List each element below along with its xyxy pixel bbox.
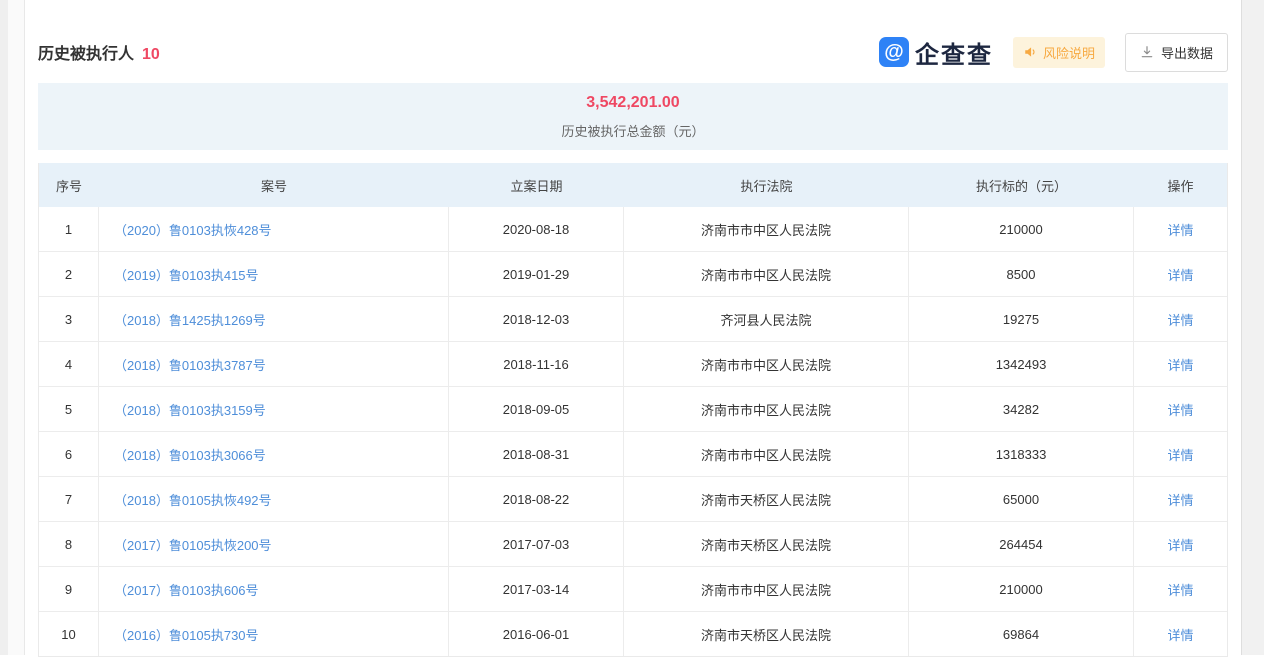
case-number-link[interactable]: （2016）鲁0105执730号	[114, 627, 259, 643]
detail-link[interactable]: 详情	[1167, 222, 1194, 238]
execution-amount: 210000	[909, 567, 1134, 611]
row-index: 10	[39, 612, 99, 656]
detail-link[interactable]: 详情	[1167, 627, 1194, 643]
detail-link[interactable]: 详情	[1167, 537, 1194, 553]
window-left-edge	[0, 0, 8, 655]
row-index: 7	[39, 477, 99, 521]
detail-link[interactable]: 详情	[1167, 312, 1194, 328]
court-name: 齐河县人民法院	[624, 297, 909, 341]
table-row: 7 （2018）鲁0105执恢492号 2018-08-22 济南市天桥区人民法…	[39, 476, 1227, 521]
detail-link[interactable]: 详情	[1167, 267, 1194, 283]
detail-link[interactable]: 详情	[1167, 492, 1194, 508]
qichacha-logo-icon: @	[878, 37, 909, 67]
court-name: 济南市天桥区人民法院	[624, 522, 909, 566]
scrollbar-track[interactable]	[1241, 0, 1264, 655]
detail-link[interactable]: 详情	[1167, 402, 1194, 418]
court-name: 济南市市中区人民法院	[624, 387, 909, 431]
case-number-link[interactable]: （2018）鲁0105执恢492号	[114, 492, 272, 508]
risk-explanation-button[interactable]: 风险说明	[1012, 36, 1105, 68]
execution-amount: 19275	[909, 297, 1134, 341]
court-name: 济南市市中区人民法院	[624, 252, 909, 296]
export-data-button[interactable]: 导出数据	[1124, 32, 1228, 72]
table-row: 8 （2017）鲁0105执恢200号 2017-07-03 济南市天桥区人民法…	[39, 521, 1227, 566]
execution-amount: 1342493	[909, 342, 1134, 386]
qichacha-logo-text: 企查查	[914, 41, 993, 69]
col-header-action: 操作	[1167, 178, 1194, 194]
export-data-label: 导出数据	[1160, 45, 1213, 61]
col-header-seq: 序号	[55, 178, 82, 194]
filing-date: 2017-07-03	[449, 522, 624, 566]
table-row: 1 （2020）鲁0103执恢428号 2020-08-18 济南市市中区人民法…	[39, 207, 1227, 251]
filing-date: 2019-01-29	[449, 252, 624, 296]
execution-amount: 210000	[909, 207, 1134, 251]
case-number-link[interactable]: （2018）鲁1425执1269号	[114, 312, 266, 328]
filing-date: 2018-08-22	[449, 477, 624, 521]
case-number-link[interactable]: （2017）鲁0105执恢200号	[114, 537, 272, 553]
speaker-icon	[1025, 47, 1035, 57]
execution-amount: 65000	[909, 477, 1134, 521]
case-number-link[interactable]: （2018）鲁0103执3066号	[114, 447, 266, 463]
filing-date: 2018-09-05	[449, 387, 624, 431]
total-amount-label: 历史被执行总金额（元）	[561, 123, 705, 139]
row-index: 9	[39, 567, 99, 611]
table-row: 9 （2017）鲁0103执606号 2017-03-14 济南市市中区人民法院…	[39, 566, 1227, 611]
table-row: 10 （2016）鲁0105执730号 2016-06-01 济南市天桥区人民法…	[39, 611, 1227, 656]
table-body: 1 （2020）鲁0103执恢428号 2020-08-18 济南市市中区人民法…	[39, 207, 1227, 656]
court-name: 济南市市中区人民法院	[624, 342, 909, 386]
table-row: 4 （2018）鲁0103执3787号 2018-11-16 济南市市中区人民法…	[39, 341, 1227, 386]
filing-date: 2018-08-31	[449, 432, 624, 476]
executed-persons-table: 序号 案号 立案日期 执行法院 执行标的（元） 操作 1 （2020）鲁0103…	[38, 163, 1228, 657]
court-name: 济南市市中区人民法院	[624, 207, 909, 251]
court-name: 济南市天桥区人民法院	[624, 612, 909, 656]
filing-date: 2018-12-03	[449, 297, 624, 341]
record-count-badge: 10	[142, 46, 160, 63]
row-index: 4	[39, 342, 99, 386]
table-row: 2 （2019）鲁0103执415号 2019-01-29 济南市市中区人民法院…	[39, 251, 1227, 296]
col-header-case: 案号	[260, 178, 287, 194]
col-header-date: 立案日期	[510, 178, 563, 194]
case-number-link[interactable]: （2018）鲁0103执3787号	[114, 357, 266, 373]
court-name: 济南市天桥区人民法院	[624, 477, 909, 521]
execution-amount: 1318333	[909, 432, 1134, 476]
table-row: 3 （2018）鲁1425执1269号 2018-12-03 齐河县人民法院 1…	[39, 296, 1227, 341]
case-number-link[interactable]: （2020）鲁0103执恢428号	[114, 222, 272, 238]
row-index: 1	[39, 207, 99, 251]
row-index: 2	[39, 252, 99, 296]
filing-date: 2016-06-01	[449, 612, 624, 656]
col-header-court: 执行法院	[740, 178, 793, 194]
page-left-gutter	[8, 0, 25, 655]
section-header: 历史被执行人 10 @ 企查查 风险说明 导出数据	[38, 32, 1228, 72]
risk-explanation-label: 风险说明	[1042, 45, 1095, 61]
execution-amount: 69864	[909, 612, 1134, 656]
execution-amount: 34282	[909, 387, 1134, 431]
execution-amount: 8500	[909, 252, 1134, 296]
table-row: 6 （2018）鲁0103执3066号 2018-08-31 济南市市中区人民法…	[39, 431, 1227, 476]
row-index: 8	[39, 522, 99, 566]
filing-date: 2018-11-16	[449, 342, 624, 386]
main-panel: 历史被执行人 10 @ 企查查 风险说明 导出数据	[25, 0, 1241, 657]
filing-date: 2020-08-18	[449, 207, 624, 251]
download-icon	[1141, 46, 1153, 58]
detail-link[interactable]: 详情	[1167, 582, 1194, 598]
court-name: 济南市市中区人民法院	[624, 432, 909, 476]
row-index: 5	[39, 387, 99, 431]
case-number-link[interactable]: （2018）鲁0103执3159号	[114, 402, 266, 418]
summary-banner: 3,542,201.00 历史被执行总金额（元）	[38, 83, 1228, 150]
detail-link[interactable]: 详情	[1167, 447, 1194, 463]
case-number-link[interactable]: （2019）鲁0103执415号	[114, 267, 259, 283]
row-index: 6	[39, 432, 99, 476]
table-header-row: 序号 案号 立案日期 执行法院 执行标的（元） 操作	[39, 163, 1227, 207]
court-name: 济南市市中区人民法院	[624, 567, 909, 611]
detail-link[interactable]: 详情	[1167, 357, 1194, 373]
case-number-link[interactable]: （2017）鲁0103执606号	[114, 582, 259, 598]
execution-amount: 264454	[909, 522, 1134, 566]
qichacha-logo: @ 企查查	[878, 35, 993, 70]
table-row: 5 （2018）鲁0103执3159号 2018-09-05 济南市市中区人民法…	[39, 386, 1227, 431]
filing-date: 2017-03-14	[449, 567, 624, 611]
page-title: 历史被执行人	[38, 46, 135, 63]
row-index: 3	[39, 297, 99, 341]
col-header-amount: 执行标的（元）	[975, 178, 1067, 194]
total-amount: 3,542,201.00	[586, 93, 680, 111]
